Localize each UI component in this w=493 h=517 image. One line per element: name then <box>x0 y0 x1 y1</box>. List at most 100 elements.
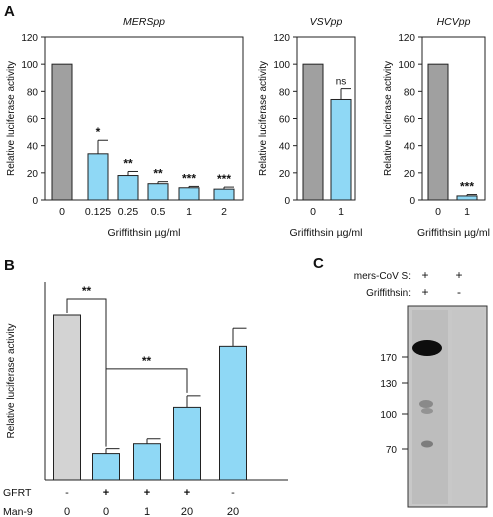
significance-label: *** <box>182 171 196 185</box>
y-tick-label: 40 <box>279 142 291 153</box>
bar <box>178 187 200 201</box>
condition-label: GFRT <box>3 487 32 499</box>
y-tick-label: 20 <box>279 169 291 180</box>
y-tick-label: 60 <box>279 115 291 126</box>
y-tick-label: 100 <box>273 60 290 71</box>
significance-label: ** <box>153 167 163 181</box>
y-tick-label: 60 <box>27 115 39 126</box>
chart-hcv-griffithsin: 0 20 40 60 80 100 120 HCVpp Griffithsin µg/ml Rel… <box>383 16 490 239</box>
blot-lane-2 <box>452 310 484 504</box>
marker-label-100: 100 <box>380 410 397 421</box>
y-tick-label: 60 <box>404 115 416 126</box>
bar <box>173 406 201 481</box>
y-tick-label: 120 <box>21 33 38 44</box>
bar <box>427 63 449 201</box>
y-tick-label: 0 <box>32 196 38 207</box>
blot-griffithsin-lane-1: + <box>421 285 428 299</box>
blot-griffithsin-lane-2: - <box>457 285 461 299</box>
x-tick-label: 1 <box>338 206 344 218</box>
bar <box>117 175 139 201</box>
significance-label: *** <box>460 180 474 194</box>
condition-value: + <box>184 487 190 499</box>
panel-b-letter: B <box>4 257 15 274</box>
y-axis-label: Relative luciferase activity <box>383 61 394 176</box>
bar <box>330 98 352 201</box>
y-tick-label: 80 <box>404 87 416 98</box>
x-tick-label: 0.5 <box>151 206 166 218</box>
blot-band-70 <box>421 440 433 448</box>
y-tick-label: 100 <box>398 60 415 71</box>
bar <box>133 443 161 481</box>
significance-label: ns <box>336 77 347 88</box>
bar <box>147 183 169 201</box>
western-blot: mers-CoV S: + + Griffithsin: + - 170 130… <box>354 268 488 508</box>
condition-value: 1 <box>144 506 150 517</box>
y-axis-label: Relative luciferase activity <box>6 323 17 438</box>
significance-bracket <box>105 368 188 447</box>
plot-frame <box>44 36 244 201</box>
condition-value: + <box>144 487 150 499</box>
chart-title: VSVpp <box>310 16 343 28</box>
x-tick-label: 0.125 <box>85 206 111 218</box>
significance-label: ** <box>142 354 152 368</box>
blot-row-label-mers: mers-CoV S: <box>354 271 411 282</box>
blot-band-minor-2 <box>421 408 433 414</box>
x-axis-label: Griffithsin µg/ml <box>417 227 490 239</box>
y-tick-label: 100 <box>21 60 38 71</box>
x-tick-label: 2 <box>221 206 227 218</box>
x-tick-label: 0.25 <box>118 206 139 218</box>
blot-band-170 <box>412 340 442 356</box>
y-tick-label: 80 <box>279 87 291 98</box>
y-tick-label: 20 <box>27 169 39 180</box>
condition-value: - <box>65 487 69 499</box>
condition-value: 0 <box>64 506 70 517</box>
marker-label-130: 130 <box>380 379 397 390</box>
x-tick-label: 0 <box>59 206 65 218</box>
y-tick-label: 120 <box>398 33 415 44</box>
bar <box>302 63 324 201</box>
condition-value: - <box>231 487 235 499</box>
y-tick-label: 0 <box>284 196 290 207</box>
y-tick-label: 80 <box>27 87 39 98</box>
chart-title: HCVpp <box>437 16 471 28</box>
y-tick-label: 40 <box>27 142 39 153</box>
x-axis-label: Griffithsin µg/ml <box>290 227 363 239</box>
y-tick-label: 20 <box>404 169 416 180</box>
bar <box>53 314 81 481</box>
chart-man9-competition: Relative luciferase activity ** ** GFRT - + + +… <box>3 282 288 517</box>
x-tick-label: 1 <box>464 206 470 218</box>
blot-band-minor-1 <box>419 400 433 408</box>
y-tick-label: 0 <box>409 196 415 207</box>
bar <box>456 195 478 201</box>
significance-label: ** <box>82 284 92 298</box>
significance-label: ** <box>123 156 133 170</box>
significance-label: * <box>96 125 101 139</box>
bar <box>87 153 109 201</box>
chart-title: MERSpp <box>123 16 165 28</box>
x-tick-label: 1 <box>186 206 192 218</box>
bar <box>219 345 247 481</box>
y-tick-label: 40 <box>404 142 416 153</box>
panel-a-letter: A <box>4 3 15 20</box>
condition-value: 20 <box>181 506 193 517</box>
condition-value: 20 <box>227 506 239 517</box>
y-tick-label: 120 <box>273 33 290 44</box>
condition-value: + <box>103 487 109 499</box>
bar <box>51 63 73 201</box>
x-tick-label: 0 <box>310 206 316 218</box>
blot-mers-lane-1: + <box>421 268 428 282</box>
x-tick-label: 0 <box>435 206 441 218</box>
chart-vsv-griffithsin: 0 20 40 60 80 100 120 VSVpp Griffithsin µg/ml Rel… <box>258 16 362 239</box>
bar <box>92 453 120 481</box>
condition-label: Man-9 <box>3 506 33 517</box>
blot-row-label-griffithsin: Griffithsin: <box>366 288 411 299</box>
marker-label-170: 170 <box>380 353 397 364</box>
y-axis-label: Relative luciferase activity <box>258 61 269 176</box>
blot-mers-lane-2: + <box>455 268 462 282</box>
panel-c-letter: C <box>313 255 324 272</box>
bar <box>213 188 235 201</box>
y-axis-label: Relative luciferase activity <box>6 61 17 176</box>
marker-label-70: 70 <box>386 445 398 456</box>
